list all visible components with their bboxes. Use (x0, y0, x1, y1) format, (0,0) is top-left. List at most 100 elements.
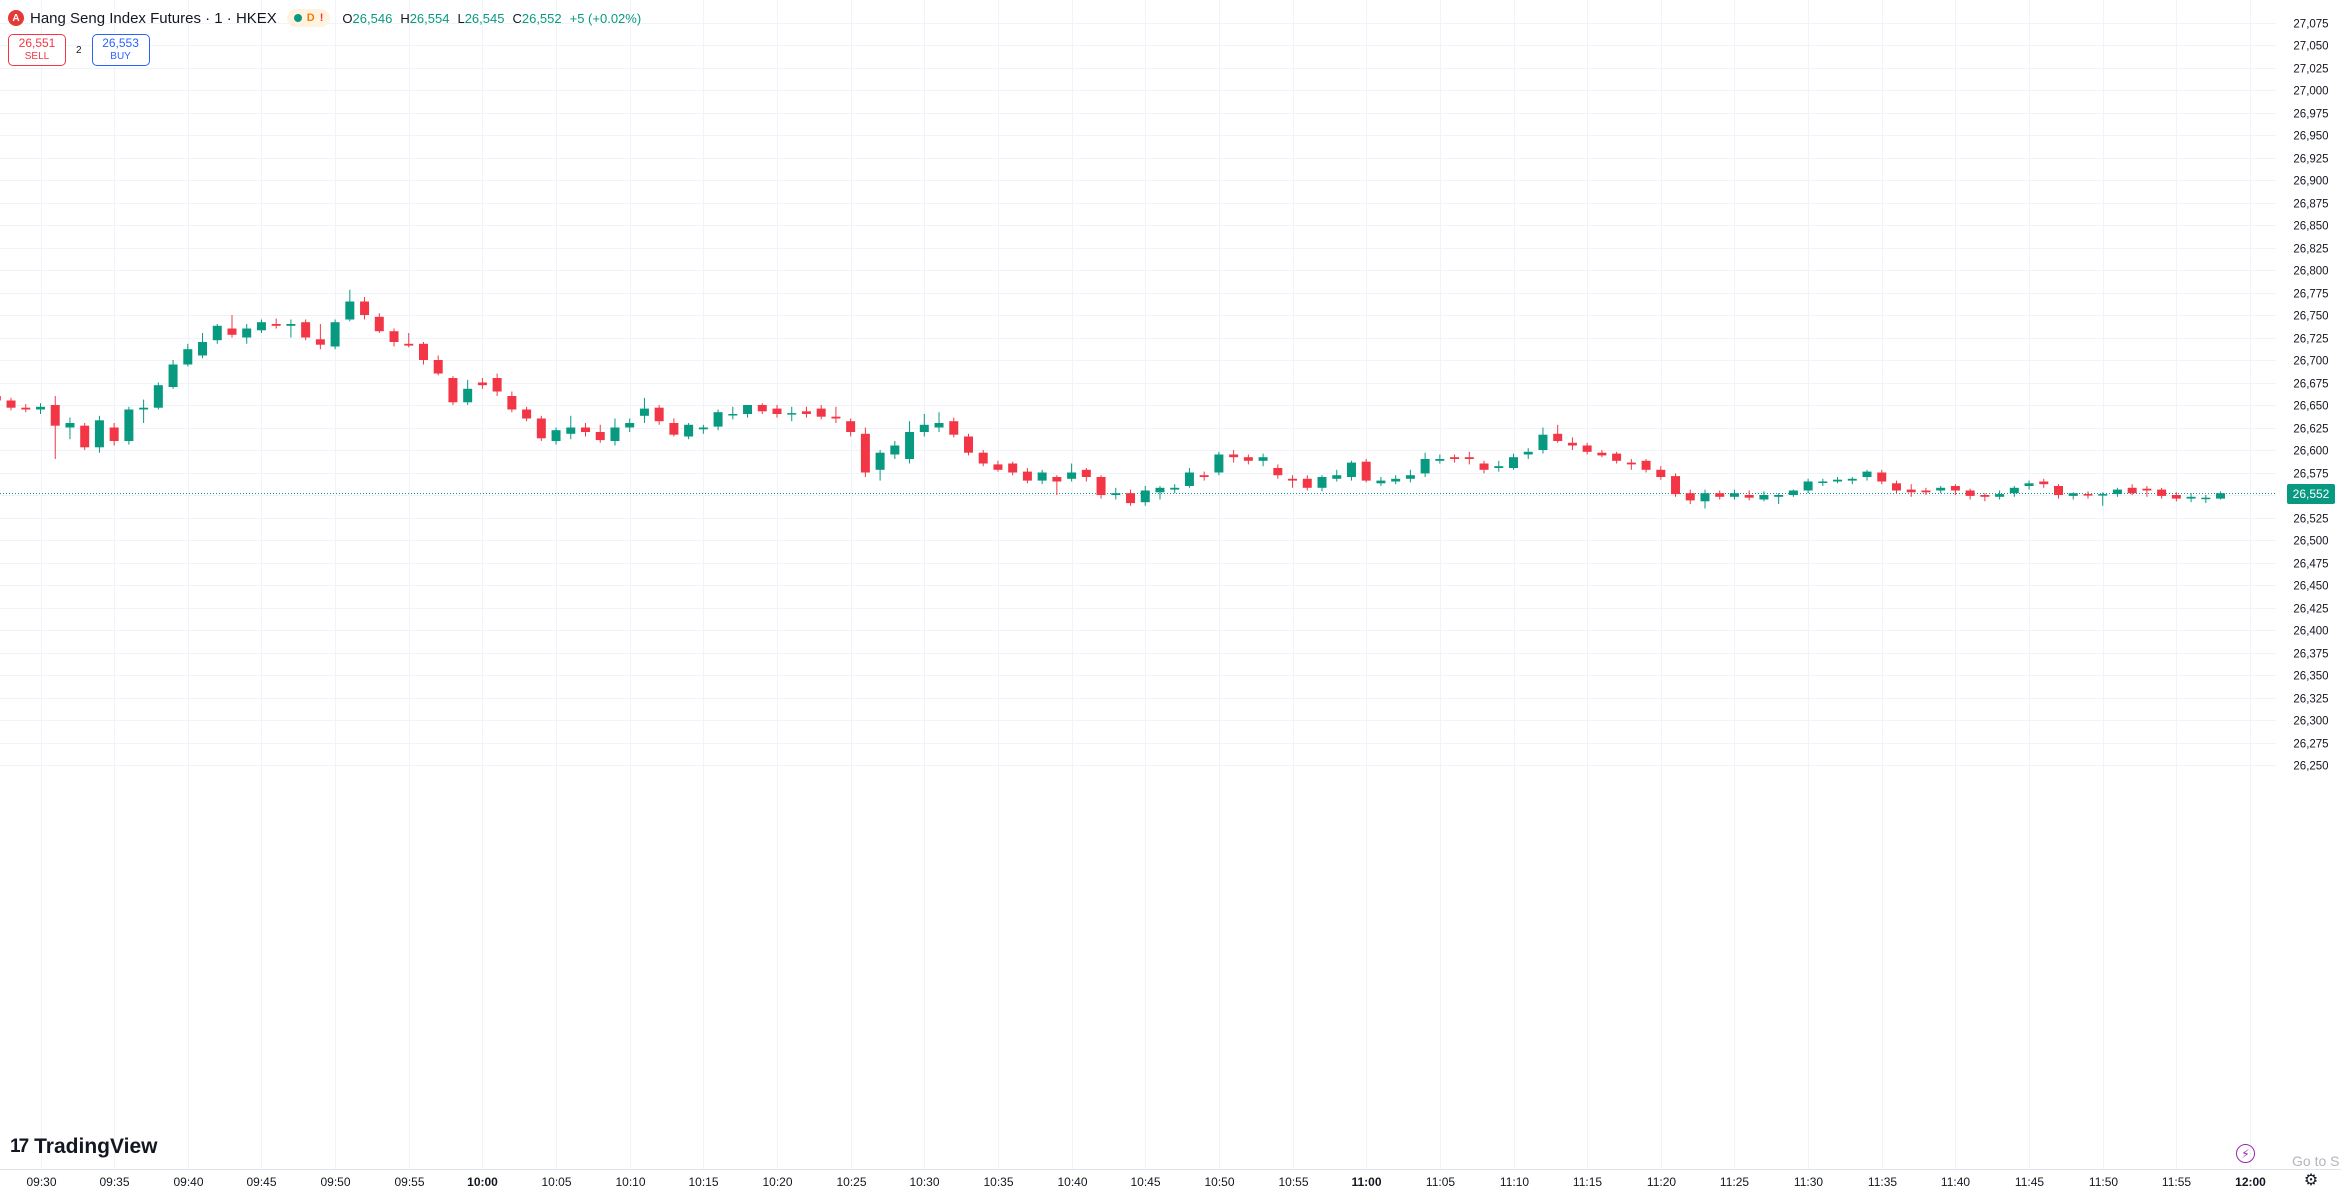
candle (1671, 473, 1681, 497)
data-delayed-badge: D (306, 12, 315, 24)
candle (418, 342, 428, 365)
candle-body (1656, 469, 1666, 477)
candle-body (1391, 478, 1401, 482)
candle (212, 324, 222, 344)
candle (1995, 490, 2005, 500)
candle (0, 396, 1, 401)
price-tick-label: 26,475 (2293, 559, 2328, 571)
go-to-realtime-button[interactable]: Go to S (2292, 1153, 2340, 1169)
price-tick-label: 26,575 (2293, 469, 2328, 481)
time-scale[interactable]: 09:30 09:35 09:40 09:45 09:50 09:55 10:00 10:05… (26, 1175, 2266, 1189)
candle-body (698, 427, 708, 430)
lightning-icon[interactable]: ⚡ (2236, 1144, 2255, 1163)
candle-body (934, 423, 944, 428)
time-tick-label: 10:55 (1278, 1175, 1308, 1189)
candle (522, 406, 532, 422)
candle-body (654, 407, 664, 422)
candle (1788, 489, 1798, 497)
price-tick-label: 26,950 (2293, 131, 2328, 143)
candle (94, 415, 104, 453)
candle (654, 405, 664, 425)
candle (1332, 469, 1342, 482)
candle-body (1081, 469, 1091, 477)
candle (1803, 478, 1813, 494)
candle (65, 417, 75, 440)
candle (2171, 492, 2181, 502)
candle (1464, 451, 1474, 465)
candle (1140, 486, 1150, 506)
tradingview-logo[interactable]: 17 TradingView (10, 1135, 157, 1159)
candle-body (242, 328, 252, 338)
candle (1891, 480, 1901, 494)
time-tick-label: 10:45 (1130, 1175, 1160, 1189)
candle (1391, 475, 1401, 485)
candle-body (1567, 442, 1577, 446)
price-tick-label: 27,075 (2293, 19, 2328, 31)
candle (36, 403, 45, 414)
candle-body (1936, 487, 1946, 491)
candle (301, 319, 311, 341)
candle-body (625, 423, 635, 428)
candle-body (2024, 483, 2034, 486)
candle-body (286, 324, 296, 326)
price-tick-label: 26,825 (2293, 244, 2328, 256)
candle-body (21, 407, 31, 410)
candle (139, 399, 149, 423)
candle-body (1037, 472, 1047, 481)
candle-body (919, 424, 929, 432)
candle (1597, 450, 1607, 458)
time-tick-label: 09:55 (394, 1175, 424, 1189)
sell-button[interactable]: 26,551 SELL (8, 34, 66, 66)
time-tick-label: 11:55 (2162, 1175, 2191, 1189)
candle-body (65, 423, 75, 428)
candle-body (2142, 488, 2152, 491)
candle-body (2157, 489, 2167, 496)
candle (963, 433, 973, 456)
price-tick-label: 26,750 (2293, 311, 2328, 323)
tradingview-mark-icon: 17 (10, 1136, 29, 1157)
candle-body (595, 432, 605, 441)
candle (1111, 487, 1121, 500)
market-status-badge[interactable]: D ! (286, 9, 331, 27)
candle-body (374, 316, 384, 332)
candle (831, 406, 841, 423)
candle-body (846, 421, 856, 432)
time-tick-label: 10:50 (1204, 1175, 1234, 1189)
candle (271, 318, 281, 329)
price-tick-label: 26,350 (2293, 671, 2328, 683)
settings-icon[interactable]: ⚙ (2303, 1172, 2319, 1189)
candle (625, 418, 635, 432)
candle (1081, 468, 1091, 482)
candle-body (1774, 495, 1784, 497)
candle (1582, 442, 1592, 455)
candle-body (639, 408, 649, 416)
candle (743, 405, 753, 418)
candle-body (1302, 478, 1312, 488)
candle-body (1464, 457, 1474, 459)
candle-body (1346, 462, 1356, 477)
candle (1921, 487, 1931, 495)
candle (1170, 484, 1180, 494)
candle-body (1494, 466, 1504, 468)
sell-label: SELL (24, 51, 50, 62)
candle-body (1582, 445, 1592, 452)
high-value: 26,554 (409, 10, 450, 26)
candle (1229, 450, 1239, 463)
price-scale[interactable]: 27,075 27,050 27,025 27,000 26,975 26,950 26,9… (2293, 19, 2328, 773)
buy-button[interactable]: 26,553 BUY (91, 34, 150, 66)
candle (227, 315, 237, 338)
market-open-dot-icon (293, 14, 302, 22)
candle-body (2039, 481, 2049, 485)
time-tick-label: 11:10 (1500, 1175, 1529, 1189)
candle (256, 319, 266, 333)
candle (1656, 466, 1666, 480)
symbol-title[interactable]: Hang Seng Index Futures · 1 · HKEX (30, 9, 277, 27)
candle-body (507, 396, 517, 410)
candle (21, 404, 31, 413)
candle-body (1184, 472, 1194, 486)
candle (1420, 452, 1430, 477)
candle (610, 418, 620, 446)
candle-body (1140, 490, 1150, 503)
candle-body (1538, 434, 1548, 450)
